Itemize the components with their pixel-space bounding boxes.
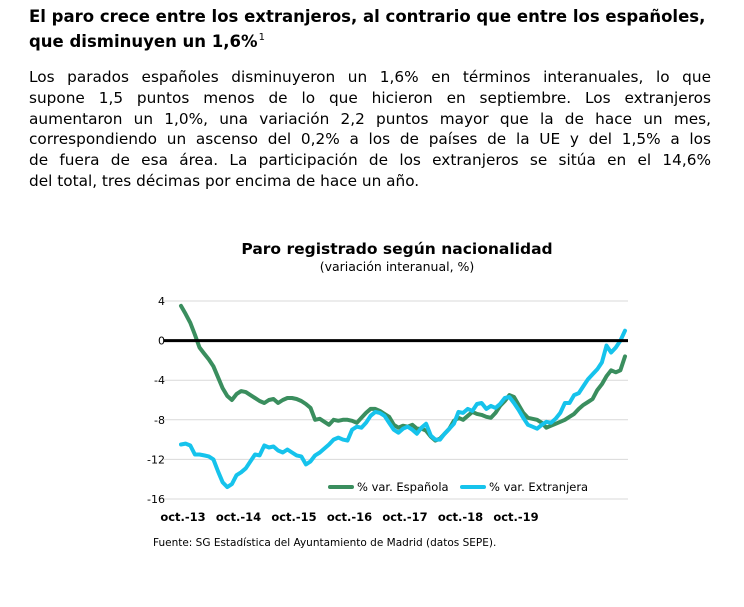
paragraph-line: correspondiendo un ascenso del 0,2% a lo… [29,130,711,149]
chart-subtitle: (variación interanual, %) [320,259,475,274]
y-axis: 4 0 -4 -8 -12 -16 [147,295,165,506]
x-tick-label: oct.-14 [216,510,261,524]
paragraph-line: aumentaron un 1,0%, una variación 2,2 pu… [29,109,711,128]
x-tick-label: oct.-17 [382,510,427,524]
paragraph-line: Los parados españoles disminuyeron un 1,… [29,68,711,86]
paragraph-line: supone 1,5 puntos menos de lo que hicier… [29,88,711,107]
footnote-mark: 1 [258,32,265,43]
x-axis: oct.-13 oct.-14 oct.-15 oct.-16 oct.-17 oct.-… [160,510,538,524]
y-tick-label: 0 [158,335,165,348]
y-tick-label: -16 [147,493,165,506]
series-lines [164,303,628,490]
x-tick-label: oct.-19 [493,510,538,524]
x-tick-label: oct.-16 [327,510,372,524]
y-tick-label: -4 [154,374,165,387]
x-tick-label: oct.-15 [271,510,316,524]
y-tick-label: 4 [158,295,165,308]
x-tick-label: oct.-13 [160,510,205,524]
legend-label-extranjera: % var. Extranjera [489,480,588,494]
x-tick-label: oct.-18 [438,510,483,524]
paragraph-line: del total, tres décimas por encima de ha… [29,171,420,190]
heading-line-1: El paro crece entre los extranjeros, al … [29,7,706,26]
series-line-extranjera [179,328,627,490]
legend-label-espanola: % var. Española [357,480,449,494]
series-line-espanola [179,303,627,443]
summary-paragraph: Los parados españoles disminuyeron un 1,… [29,67,711,192]
page-heading: El paro crece entre los extranjeros, al … [29,6,729,52]
heading-line-2-text: que disminuyen un 1,6% [29,32,258,51]
y-tick-label: -12 [147,453,165,466]
chart-title: Paro registrado según nacionalidad [241,240,552,258]
gridlines [164,300,628,500]
source-note: Fuente: SG Estadística del Ayuntamiento … [153,537,497,549]
heading-line-2: que disminuyen un 1,6%1 [29,27,729,52]
y-tick-label: -8 [154,414,165,427]
legend: % var. Española % var. Extranjera [328,480,588,494]
paragraph-line: de fuera de esa área. La participación d… [29,151,711,170]
